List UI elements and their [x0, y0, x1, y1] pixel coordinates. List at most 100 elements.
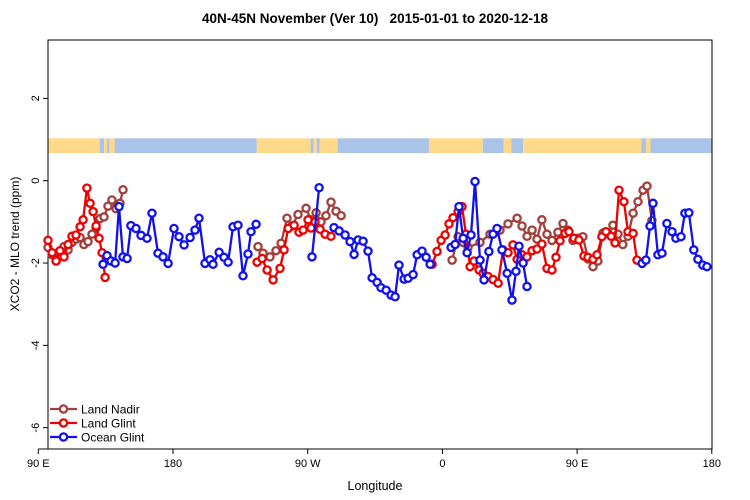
data-point: [537, 239, 547, 249]
data-point: [99, 212, 109, 222]
data-point: [633, 196, 643, 207]
data-point: [87, 229, 97, 239]
data-point: [432, 246, 442, 257]
map-land-segment: [428, 138, 483, 154]
data-point: [479, 275, 489, 285]
data-point: [59, 252, 69, 262]
data-point: [547, 265, 557, 275]
chart-title: 40N-45N November (Ver 10) 2015-01-01 to …: [202, 11, 548, 26]
data-point: [610, 238, 620, 248]
data-point: [592, 250, 602, 260]
data-point: [390, 292, 400, 302]
data-point: [641, 255, 651, 265]
y-tick-label: 2: [30, 95, 42, 101]
data-point: [118, 185, 128, 195]
series-ocean-glint: [98, 176, 712, 305]
data-point: [293, 209, 303, 220]
data-point: [253, 241, 263, 252]
data-point: [268, 275, 278, 285]
data-point: [522, 231, 532, 242]
data-point: [551, 252, 561, 263]
data-point: [448, 212, 458, 223]
data-point: [282, 213, 292, 223]
data-point: [497, 245, 507, 255]
data-point: [517, 221, 527, 231]
data-point: [334, 226, 344, 236]
x-tick-label: 90 E: [27, 458, 50, 470]
data-point: [503, 219, 513, 229]
data-point: [298, 225, 308, 235]
y-tick-label: 0: [30, 178, 42, 184]
data-point: [345, 236, 355, 247]
data-point: [349, 249, 359, 260]
map-land-segment: [313, 138, 317, 154]
data-point: [542, 229, 552, 239]
data-point: [82, 183, 92, 193]
data-point: [574, 235, 584, 245]
data-point: [78, 215, 88, 225]
legend-label: Land Glint: [81, 417, 136, 431]
data-point: [440, 230, 450, 240]
data-point: [558, 218, 568, 229]
legend-marker-icon: [58, 418, 69, 428]
data-point: [163, 258, 173, 269]
map-land-segment: [503, 138, 512, 154]
data-point: [684, 208, 694, 218]
data-point: [301, 203, 311, 214]
data-point: [502, 268, 512, 279]
map-ocean-segment: [337, 138, 429, 154]
data-point: [194, 213, 204, 223]
data-point: [122, 253, 132, 264]
data-point: [326, 231, 336, 242]
data-point: [645, 221, 655, 231]
data-point: [555, 236, 565, 246]
data-point: [547, 235, 557, 246]
x-tick-label: 90 E: [566, 458, 589, 470]
data-point: [657, 248, 667, 258]
data-point: [326, 197, 336, 207]
data-point: [208, 259, 218, 270]
data-point: [190, 225, 200, 235]
y-axis-title: XCO2 - MLO trend (ppm): [8, 176, 22, 312]
data-point: [564, 226, 574, 237]
data-point: [693, 254, 703, 265]
data-point: [233, 220, 243, 230]
map-ocean-segment: [114, 138, 257, 154]
data-point: [158, 252, 168, 262]
data-point: [107, 195, 117, 205]
data-point: [512, 213, 522, 223]
data-point: [142, 233, 152, 244]
data-point: [614, 185, 624, 195]
data-point: [340, 230, 350, 240]
data-point: [85, 198, 95, 209]
legend-label: Ocean Glint: [81, 431, 145, 445]
data-point: [63, 239, 73, 250]
data-point: [450, 239, 460, 250]
data-point: [507, 295, 517, 305]
y-axis: 2 0 -2 -4 -6: [30, 95, 48, 433]
data-point: [458, 233, 468, 244]
data-point: [662, 218, 672, 229]
data-point: [94, 233, 104, 244]
data-point: [421, 252, 431, 263]
data-point: [243, 249, 253, 259]
data-point: [454, 201, 464, 212]
legend-marker-icon: [58, 404, 69, 414]
x-axis-title: Longitude: [347, 479, 403, 493]
y-tick-label: -4: [30, 340, 42, 350]
data-point: [527, 225, 537, 235]
data-point: [619, 196, 629, 207]
data-point: [522, 281, 532, 292]
data-point: [667, 226, 677, 237]
map-ocean-segment: [641, 138, 646, 154]
y-tick-label: -6: [30, 423, 42, 433]
data-point: [425, 259, 435, 270]
data-point: [447, 255, 457, 265]
data-point: [618, 239, 628, 250]
legend-item-ocean-glint: Ocean Glint: [50, 431, 145, 445]
data-point: [358, 236, 368, 246]
data-point: [321, 210, 331, 221]
